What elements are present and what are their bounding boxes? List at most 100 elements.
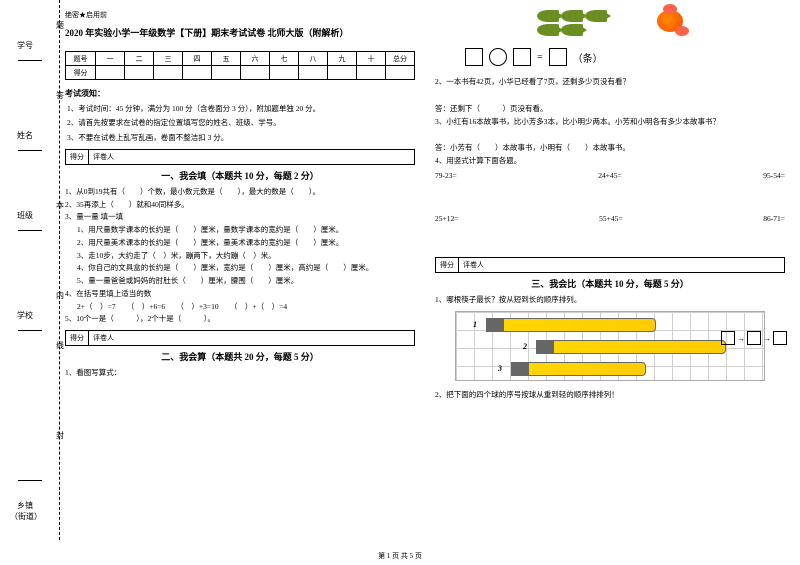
question-sub: 4、你自己的文具盒的长约是（ ）厘米，宽约是（ ）厘米，高约是（ ）厘米。: [77, 262, 415, 275]
page-content: 绝密★启用前 2020 年实验小学一年级数学【下册】期末考试试卷 北师大版（附解…: [65, 10, 785, 540]
th: 三: [154, 52, 183, 66]
answer-box: [747, 331, 761, 345]
td: [241, 66, 270, 80]
question: 5、10个一是（ ），2个十是（ ）。: [65, 313, 415, 326]
question-list: 2、一本书有42页，小华已经看了7页，还剩多少页没有看？ 答：还剩下（ ）页没有…: [435, 76, 785, 253]
binding-underline: [18, 150, 42, 151]
chopstick: 2: [536, 340, 726, 354]
confidential-label: 绝密★启用前: [65, 10, 415, 20]
question-sub: 3、走10步，大约走了（ ）米，蹦两下，大约蹦（ ）米。: [77, 250, 415, 263]
notice-item: 3、不要在试卷上乱写乱画，卷面不整洁扣 3 分。: [67, 131, 415, 145]
td: [154, 66, 183, 80]
score-table: 题号 一 二 三 四 五 六 七 八 九 十 总分 得分: [65, 51, 415, 80]
binding-label: 姓名: [10, 130, 40, 141]
calc-row: 25+12= 55+45= 86-71=: [435, 213, 785, 226]
unit-label: （条）: [573, 50, 603, 65]
circle-shape: [489, 48, 507, 66]
square-shape: [549, 48, 567, 66]
question: 2、35再添上（ ）就和40同样多。: [65, 199, 415, 212]
question-sub: 5、量一量爸爸或妈妈的肘肚长（ ）厘米，腰围（ ）厘米。: [77, 275, 415, 288]
section-2-title: 二、我会算（本题共 20 分，每题 5 分）: [65, 350, 415, 363]
notice-item: 2、请首先按要求在试卷的指定位置填写您的姓名、班级、学号。: [67, 116, 415, 130]
question: 2、把下面的四个球的序号按球从重到轻的顺序排排列！: [435, 389, 785, 402]
td: [270, 66, 299, 80]
section-1-title: 一、我会填（本题共 10 分，每题 2 分）: [65, 169, 415, 182]
th: 题号: [66, 52, 96, 66]
th: 四: [183, 52, 212, 66]
fish-icon: [537, 24, 559, 36]
fish-group-right: [657, 10, 683, 36]
table-row: 题号 一 二 三 四 五 六 七 八 九 十 总分: [66, 52, 415, 66]
td: [212, 66, 241, 80]
stick-label: 3: [498, 364, 502, 373]
subscore-label: 评卷人: [459, 258, 489, 272]
seal-char: 封: [56, 430, 64, 441]
question: 1、从0到19共有（ ）个数，最小数元数是（ ），最大的数是（ ）。: [65, 186, 415, 199]
binding-label: 学校: [10, 310, 40, 321]
sequence-boxes: → →: [721, 331, 787, 345]
calc-item: 55+45=: [599, 213, 622, 226]
square-shape: [513, 48, 531, 66]
td: [385, 66, 414, 80]
binding-underline: [18, 480, 42, 481]
subscore-label: 评卷人: [89, 331, 119, 345]
chopstick-diagram: 1 2 3: [455, 311, 765, 381]
chopstick: 1: [486, 318, 656, 332]
calc-item: 86-71=: [763, 213, 785, 226]
left-column: 绝密★启用前 2020 年实验小学一年级数学【下册】期末考试试卷 北师大版（附解…: [65, 10, 415, 540]
fish-icon: [561, 10, 583, 22]
equals-sign: =: [537, 52, 543, 63]
section-3-title: 三、我会比（本题共 10 分，每题 5 分）: [435, 277, 785, 290]
goldfish-icon: [657, 10, 683, 32]
question: 3、量一量 填一填: [65, 211, 415, 224]
th: 七: [270, 52, 299, 66]
stick-label: 2: [523, 342, 527, 351]
seal-char: 本: [56, 200, 64, 211]
th: 十: [357, 52, 386, 66]
td: [183, 66, 212, 80]
th: 九: [328, 52, 357, 66]
answer-box: [721, 331, 735, 345]
binding-margin: 学号 姓名 班级 学校 乡镇（街道） 题 答 本 内 线 封: [0, 0, 60, 540]
calc-row: 79-23= 24+45= 95-54=: [435, 170, 785, 183]
shape-equation: = （条）: [465, 48, 785, 66]
th: 六: [241, 52, 270, 66]
question-sub: 2、用尺量美术课本的长约是（ ）厘米，量美术课本的宽约是（ ）厘米。: [77, 237, 415, 250]
stick-label: 1: [473, 320, 477, 329]
subscore-label: 得分: [66, 150, 89, 164]
seal-char: 题: [56, 20, 64, 31]
right-column: = （条） 2、一本书有42页，小华已经看了7页，还剩多少页没有看？ 答：还剩下…: [435, 10, 785, 540]
td: [328, 66, 357, 80]
question-sub: 2+（ ）=7 （ ）+6=6 （ ）+3=10 （ ）+（ ）=4: [77, 301, 415, 314]
fish-group-left: [537, 10, 617, 36]
question: 1、哪根筷子最长？按从短到长的顺序排列。: [435, 294, 785, 307]
notice-list: 1、考试时间：45 分钟，满分为 100 分（含卷面分 3 分），附加题单独 2…: [67, 102, 415, 145]
question-sub: 1、用尺量数学课本的长约是（ ）厘米，量数学课本的宽约是（ ）厘米。: [77, 224, 415, 237]
question: 4、用竖式计算下面各题。: [435, 155, 785, 168]
td: [357, 66, 386, 80]
answer-box: [773, 331, 787, 345]
exam-title: 2020 年实验小学一年级数学【下册】期末考试试卷 北师大版（附解析）: [65, 26, 415, 39]
th: 五: [212, 52, 241, 66]
fish-icon: [561, 24, 583, 36]
fish-icon: [585, 10, 607, 22]
binding-label: 乡镇（街道）: [10, 500, 40, 522]
th: 八: [299, 52, 328, 66]
binding-label: 班级: [10, 210, 40, 221]
td: [96, 66, 125, 80]
calc-item: 24+45=: [598, 170, 621, 183]
notice-title: 考试须知：: [65, 88, 415, 99]
fish-icon: [537, 10, 559, 22]
seal-char: 内: [56, 290, 64, 301]
answer-line: 答：小芳有（ ）本故事书，小明有（ ）本故事书。: [435, 142, 785, 155]
fish-diagram: [435, 10, 785, 36]
question: 3、小红有16本故事书，比小芳多3本，比小明少两本。小芳和小明各有多少本故事书？: [435, 116, 785, 129]
subscore-box: 得分 评卷人: [65, 330, 415, 346]
binding-underline: [18, 60, 42, 61]
td: [299, 66, 328, 80]
binding-underline: [18, 330, 42, 331]
subscore-box: 得分 评卷人: [65, 149, 415, 165]
question-list: 1、从0到19共有（ ）个数，最小数元数是（ ），最大的数是（ ）。 2、35再…: [65, 186, 415, 326]
question: 4、在括号里填上适当的数: [65, 288, 415, 301]
calc-item: 25+12=: [435, 213, 458, 226]
